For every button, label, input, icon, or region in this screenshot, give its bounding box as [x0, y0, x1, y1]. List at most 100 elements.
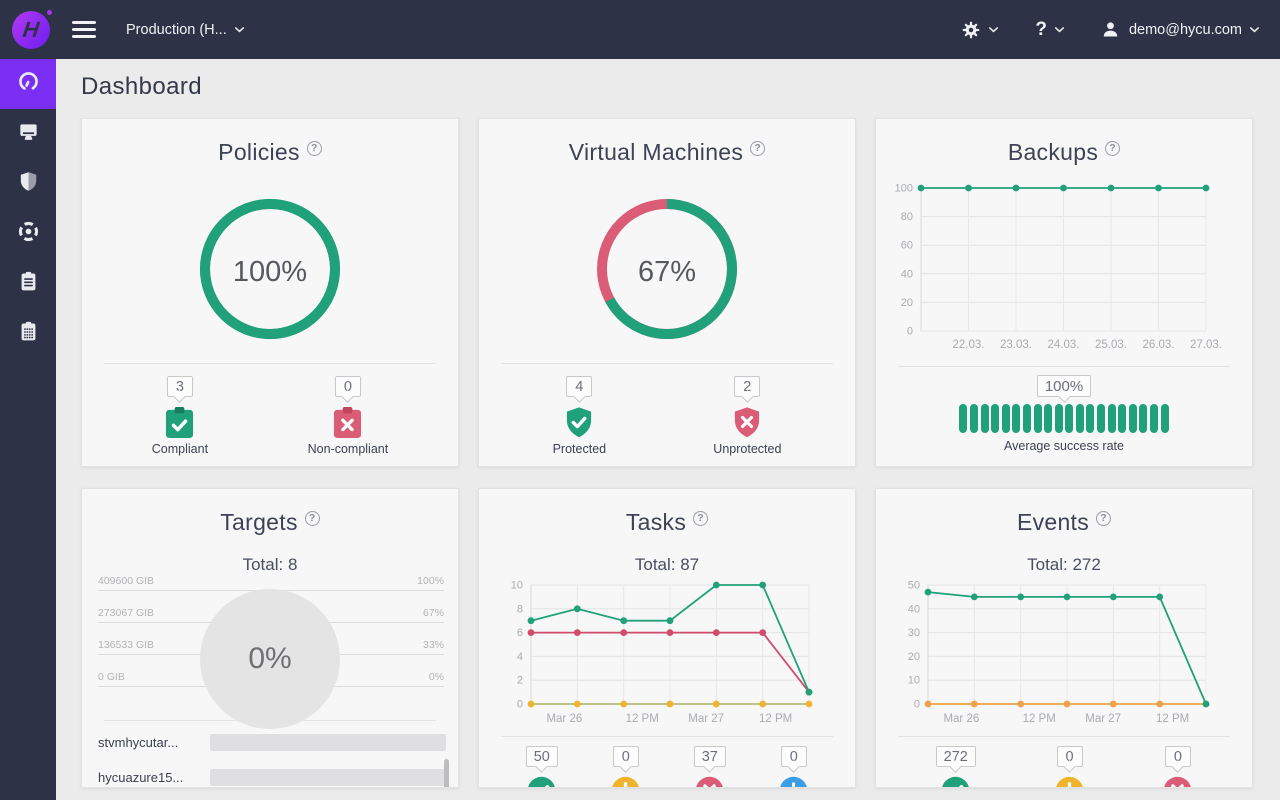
stat-count-badge: 4: [566, 376, 593, 397]
virtual-machines-card: Virtual Machines? 67% 4 Protected 2 Unprote…: [478, 118, 856, 467]
success-segment: [1033, 404, 1042, 433]
settings-menu[interactable]: [961, 20, 1001, 40]
check-circle-icon: [527, 776, 556, 787]
targets-list-scrollbar[interactable]: [444, 759, 449, 787]
logo-trademark-dot: [47, 9, 52, 15]
svg-text:Mar 26: Mar 26: [943, 713, 979, 725]
sidebar-item-events[interactable]: [0, 309, 56, 359]
svg-text:23.03.: 23.03.: [1000, 339, 1032, 351]
stat-item: 0: [1163, 746, 1192, 787]
backups-card-title: Backups?: [876, 139, 1252, 166]
svg-text:Mar 27: Mar 27: [1085, 713, 1121, 725]
svg-text:27.03.: 27.03.: [1190, 339, 1222, 351]
success-rate-badge: 100%: [1036, 375, 1092, 397]
error-circle-icon: [1163, 776, 1192, 787]
monitor-icon: [17, 120, 40, 148]
stat-label: Non-compliant: [307, 442, 389, 456]
svg-text:6: 6: [517, 627, 523, 639]
svg-text:12 PM: 12 PM: [759, 713, 792, 725]
targets-utilization-circle: 0%: [200, 589, 340, 729]
help-icon[interactable]: ?: [1096, 511, 1112, 526]
target-usage-bar: [210, 769, 446, 786]
svg-text:12 PM: 12 PM: [1023, 713, 1056, 725]
context-selector[interactable]: Production (H...: [126, 22, 247, 38]
menu-toggle-button[interactable]: [68, 13, 100, 46]
tasks-line-chart: 10 8 6 4 2 0 Mar 26 12 PM Mar 27 12 PM: [489, 573, 834, 738]
clipboard-x-icon: [333, 406, 362, 438]
divider: [898, 366, 1230, 367]
stat-count-badge: 272: [935, 746, 976, 767]
divider: [501, 736, 833, 737]
capacity-label: 409600 GIB: [98, 575, 155, 587]
chevron-down-icon: [1054, 27, 1065, 33]
success-segment: [1118, 404, 1127, 433]
stat-count-badge: 0: [1056, 746, 1083, 767]
clipboard-check-icon: [165, 406, 194, 438]
sidebar-item-virtual-machines[interactable]: [0, 109, 56, 159]
sidebar-item-tasks[interactable]: [0, 259, 56, 309]
capacity-percent-label: 67%: [422, 607, 444, 619]
sidebar: [0, 59, 56, 800]
stat-count-badge: 2: [734, 376, 761, 397]
sidebar-item-targets[interactable]: [0, 209, 56, 259]
sidebar-item-policies[interactable]: [0, 159, 56, 209]
capacity-label: 273067 GIB: [98, 607, 155, 619]
divider: [898, 736, 1230, 737]
vms-card-title: Virtual Machines?: [479, 139, 855, 166]
stat-item: 4 Protected: [553, 376, 606, 456]
svg-text:50: 50: [908, 580, 920, 592]
success-segment: [1107, 404, 1116, 433]
success-segment: [1065, 404, 1074, 433]
stat-count-badge: 0: [1164, 746, 1191, 767]
success-segment: [1022, 404, 1031, 433]
events-card-title: Events?: [876, 509, 1252, 536]
targets-total: Total: 8: [242, 555, 298, 574]
help-icon[interactable]: ?: [1105, 141, 1121, 156]
targets-card: Targets? Total: 8 409600 GIB 100% 273067 G…: [81, 488, 459, 788]
stat-count-badge: 0: [334, 376, 361, 397]
sidebar-item-dashboard[interactable]: [0, 59, 56, 109]
svg-text:12 PM: 12 PM: [1156, 713, 1189, 725]
svg-text:10: 10: [908, 675, 920, 687]
events-card: Events? Total: 272 50 40 30 20 10 0 Mar 26 12 P…: [875, 488, 1253, 788]
svg-text:10: 10: [511, 580, 523, 592]
help-icon[interactable]: ?: [306, 141, 322, 156]
help-menu[interactable]: ?: [1035, 19, 1067, 41]
svg-text:Mar 26: Mar 26: [546, 713, 582, 725]
page-title: Dashboard: [81, 73, 203, 100]
success-segment: [991, 404, 1000, 433]
success-segment: [1150, 404, 1159, 433]
help-icon[interactable]: ?: [750, 141, 766, 156]
card-title-text: Backups: [1007, 139, 1099, 165]
hycu-logo[interactable]: H: [12, 9, 52, 49]
policies-card-title: Policies?: [82, 139, 458, 166]
targets-list: stvmhycutar... hycuazure15...: [98, 725, 446, 787]
stat-item: 50: [525, 746, 558, 787]
capacity-percent-label: 100%: [417, 575, 444, 587]
card-title-text: Events: [1016, 509, 1090, 535]
clipboard-grid-icon: [17, 320, 40, 348]
stat-item: 272: [935, 746, 976, 787]
svg-text:100: 100: [895, 183, 913, 195]
svg-text:12 PM: 12 PM: [626, 713, 659, 725]
tasks-card: Tasks? Total: 87 10 8 6 4 2 0 Mar 26 12 PM Mar 2…: [478, 488, 856, 788]
svg-text:40: 40: [908, 603, 920, 615]
backups-line-chart: 100 80 60 40 20 0 22.03. 23.03. 24.03. 25.03. 26.0…: [886, 175, 1231, 360]
svg-text:60: 60: [901, 240, 913, 252]
success-rate-bar: [876, 404, 1252, 433]
capacity-percent-label: 0%: [428, 671, 444, 683]
target-list-item[interactable]: stvmhycutar...: [98, 725, 446, 760]
shield-icon: [17, 170, 40, 198]
success-segment: [1075, 404, 1084, 433]
target-list-item[interactable]: hycuazure15...: [98, 760, 446, 787]
capacity-percent-label: 33%: [422, 639, 444, 651]
help-icon[interactable]: ?: [693, 511, 709, 526]
success-segment: [1139, 404, 1148, 433]
user-menu[interactable]: demo@hycu.com: [1101, 20, 1262, 39]
target-usage-bar: [210, 734, 446, 751]
policies-percent: 100%: [232, 256, 308, 288]
svg-text:22.03.: 22.03.: [953, 339, 985, 351]
help-icon[interactable]: ?: [304, 511, 320, 526]
svg-text:24.03.: 24.03.: [1048, 339, 1080, 351]
policies-stats: 3 Compliant 0 Non-compliant: [82, 376, 458, 456]
